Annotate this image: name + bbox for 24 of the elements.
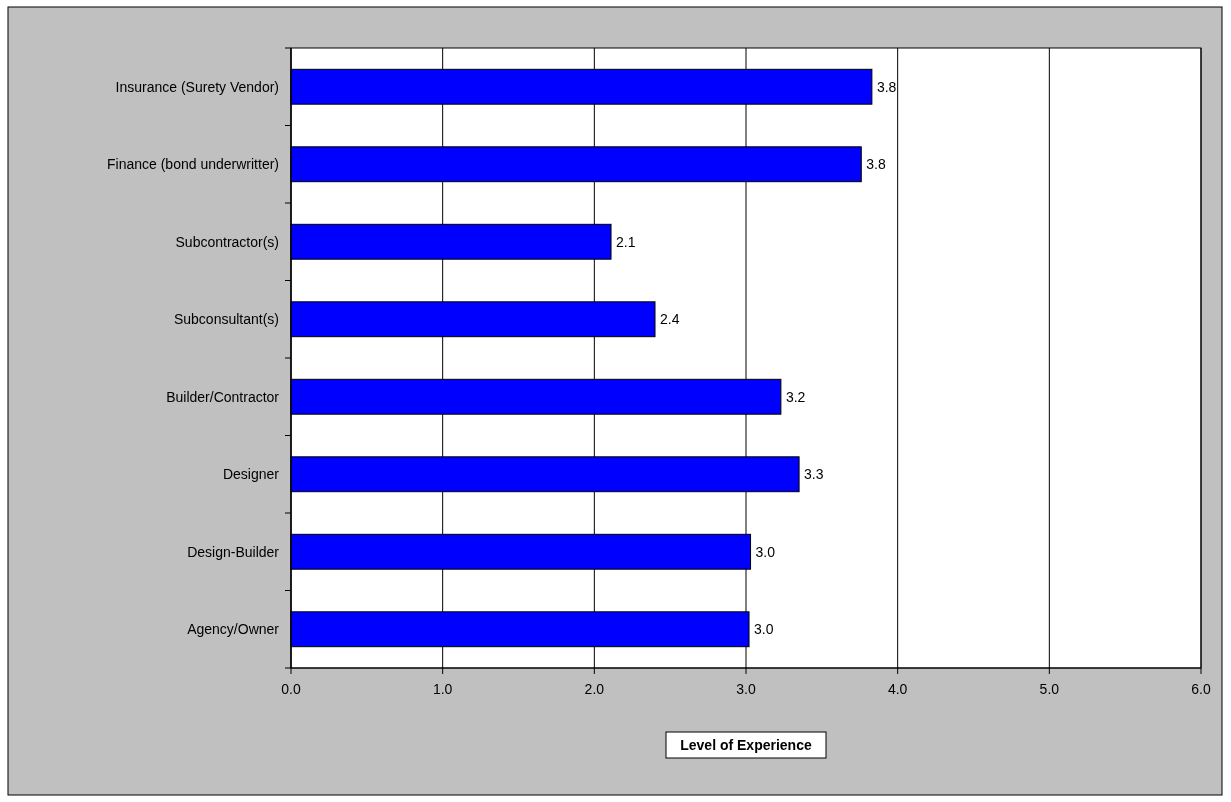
x-tick-label: 5.0 (1039, 681, 1060, 697)
x-tick-label: 0.0 (281, 681, 301, 697)
data-label: 2.4 (660, 311, 680, 328)
data-label: 2.1 (616, 233, 636, 250)
data-label: 3.0 (754, 621, 774, 638)
data-label: 3.0 (755, 543, 776, 560)
y-tick-label: Insurance (Surety Vendor) (115, 78, 279, 95)
x-tick-label: 2.0 (584, 681, 605, 697)
x-tick-label: 4.0 (887, 681, 908, 697)
y-tick-label: Subcontractor(s) (175, 233, 279, 250)
y-tick-label: Agency/Owner (187, 621, 280, 638)
x-tick-label: 1.0 (432, 681, 453, 697)
y-tick-label: Builder/Contractor (166, 388, 280, 405)
data-label: 3.3 (804, 466, 824, 483)
y-tick-label: Finance (bond underwritter) (107, 156, 279, 173)
x-tick-label: 3.0 (736, 681, 756, 697)
data-label: 3.8 (876, 78, 897, 95)
data-label: 3.2 (785, 388, 806, 405)
data-label: 3.8 (866, 156, 886, 173)
y-tick-label: Subconsultant(s) (173, 311, 279, 328)
x-axis-title: Level of Experience (680, 736, 812, 753)
y-tick-label: Design-Builder (187, 543, 280, 560)
y-tick-label: Designer (222, 466, 280, 483)
x-tick-label: 6.0 (1191, 681, 1211, 697)
